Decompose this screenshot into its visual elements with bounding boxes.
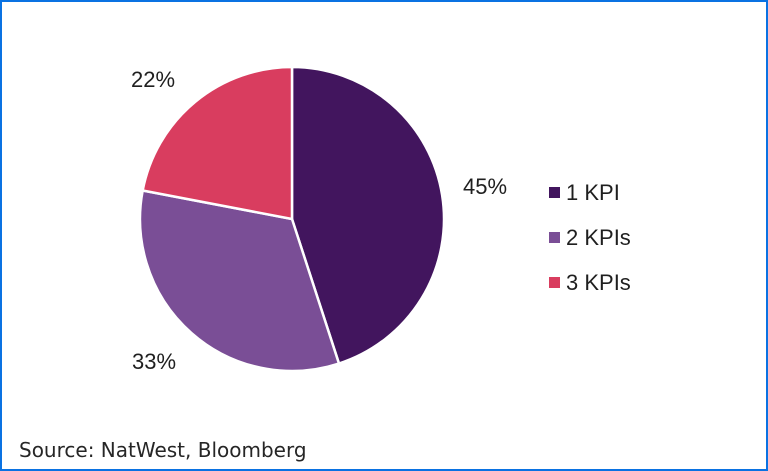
legend-item-1-kpi: 1 KPI: [549, 170, 631, 215]
legend-swatch-3-kpis: [549, 277, 560, 288]
slice-value-label-3-kpis: 22%: [130, 67, 176, 92]
legend-label-2-kpis: 2 KPIs: [566, 224, 631, 250]
pie-slice-2-kpis: [138, 189, 341, 373]
legend-label-3-kpis: 3 KPIs: [566, 269, 631, 295]
legend-label-1-kpi: 1 KPI: [566, 179, 620, 205]
slice-value-label-2-kpis: 33%: [131, 349, 177, 374]
legend-item-3-kpis: 3 KPIs: [549, 260, 631, 305]
legend-swatch-1-kpi: [549, 187, 560, 198]
legend: 1 KPI 2 KPIs 3 KPIs: [549, 170, 631, 305]
pie-slice-3-kpis: [141, 65, 294, 221]
legend-item-2-kpis: 2 KPIs: [549, 215, 631, 260]
slice-value-label-1-kpi: 45%: [462, 174, 508, 199]
legend-swatch-2-kpis: [549, 232, 560, 243]
pie-slice-1-kpi: [290, 65, 446, 365]
source-text: Source: NatWest, Bloomberg: [19, 438, 307, 462]
